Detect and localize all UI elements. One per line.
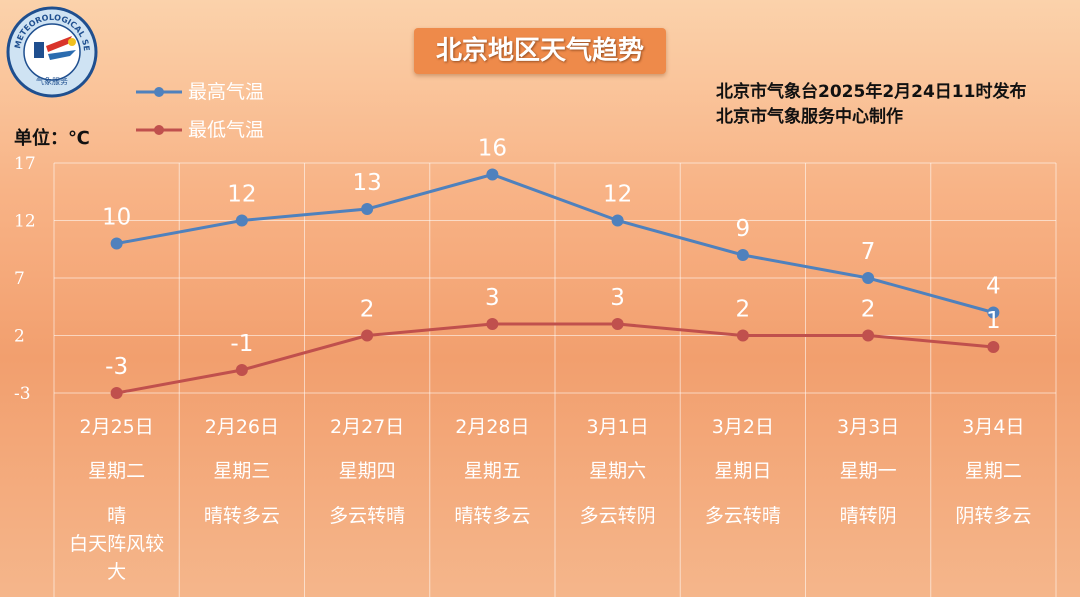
data-label-low: 3 — [610, 285, 625, 311]
legend-low-label: 最低气温 — [188, 119, 265, 141]
chart-grid — [53, 162, 1057, 597]
point-high — [987, 306, 1000, 319]
category-weekday: 星期三 — [213, 460, 270, 482]
category-weekday: 星期一 — [840, 460, 897, 482]
logo-bottom-text: 气象服务 — [36, 76, 68, 86]
point-high — [736, 249, 749, 261]
data-label-low: 2 — [861, 297, 876, 323]
point-high — [862, 272, 875, 284]
data-label-high: 12 — [227, 182, 256, 208]
data-label-high: 16 — [478, 136, 507, 162]
category-weekday: 星期四 — [339, 460, 396, 482]
y-tick-label: 17 — [14, 154, 36, 174]
data-label-high: 4 — [986, 274, 1001, 300]
category-date: 2月27日 — [330, 416, 404, 438]
point-high — [486, 168, 499, 181]
category-date: 3月2日 — [712, 416, 774, 438]
point-low — [987, 341, 1000, 353]
legend-low-marker — [136, 125, 182, 135]
publisher-info: 北京市气象台2025年2月24日11时发布 北京市气象服务中心制作 — [716, 80, 1026, 130]
point-low — [110, 387, 123, 399]
data-label-high: 10 — [102, 205, 131, 231]
category-date: 2月26日 — [205, 416, 279, 438]
category-date: 2月28日 — [455, 416, 529, 438]
data-label-low: 1 — [986, 308, 1001, 334]
y-axis-ticks: 17 12 7 2 -3 — [14, 154, 36, 404]
publisher-line-1: 北京市气象台2025年2月24日11时发布 — [716, 82, 1027, 102]
y-tick-label: 7 — [14, 269, 25, 289]
point-high — [110, 237, 123, 250]
meteorological-service-logo: METEOROLOGICAL SERVICE 气象服务 — [6, 6, 98, 98]
point-high — [611, 214, 624, 227]
category-date: 3月1日 — [587, 416, 649, 438]
y-tick-label: 2 — [14, 327, 25, 347]
data-labels: 10 12 13 16 12 9 7 4 -3 -1 2 3 3 2 2 1 — [102, 136, 1001, 381]
category-weather: 晴转阴 — [840, 505, 897, 527]
category-weather: 多云转晴 — [329, 505, 405, 527]
unit-label: 单位：℃ — [14, 128, 90, 149]
point-high — [361, 203, 374, 215]
point-high — [235, 214, 248, 227]
category-weekday: 星期日 — [714, 460, 771, 482]
data-label-high: 13 — [352, 170, 381, 196]
point-low — [235, 364, 248, 376]
category-weather: 多云转晴 — [705, 505, 781, 527]
point-low — [862, 329, 875, 342]
series-line-low — [116, 322, 994, 395]
data-label-low: -1 — [230, 331, 253, 357]
category-weekday: 星期二 — [965, 460, 1022, 482]
category-weather: 白天阵风较 — [69, 533, 164, 555]
chart-series — [110, 168, 1000, 399]
data-label-low: 3 — [485, 285, 500, 311]
category-weather: 大 — [107, 561, 126, 583]
category-date: 2月25日 — [79, 416, 153, 438]
data-label-high: 7 — [861, 239, 876, 265]
point-low — [486, 318, 499, 330]
y-tick-label: -3 — [14, 384, 31, 404]
category-date: 3月4日 — [962, 416, 1024, 438]
category-weather: 晴转多云 — [204, 505, 280, 527]
category-weekday: 星期六 — [589, 460, 646, 482]
data-label-high: 9 — [736, 216, 751, 242]
category-weather: 晴转多云 — [454, 505, 530, 527]
point-low — [736, 329, 749, 342]
category-weekday: 星期二 — [88, 460, 145, 482]
data-label-low: -3 — [105, 354, 128, 380]
category-weather: 阴转多云 — [955, 505, 1031, 527]
legend-high-marker — [136, 87, 182, 97]
publisher-line-2: 北京市气象服务中心制作 — [716, 107, 903, 127]
category-weekday: 星期五 — [464, 460, 521, 482]
category-weather: 晴 — [107, 505, 126, 527]
point-low — [611, 318, 624, 330]
data-label-high: 12 — [603, 182, 632, 208]
y-tick-label: 12 — [14, 212, 36, 232]
point-low — [361, 329, 374, 342]
category-date: 3月3日 — [837, 416, 899, 438]
series-line-high — [116, 172, 994, 314]
category-weather: 多云转阴 — [580, 505, 656, 527]
data-label-low: 2 — [736, 297, 751, 323]
chart-title: 北京地区天气趋势 — [414, 28, 666, 74]
legend-high-label: 最高气温 — [188, 81, 265, 103]
data-label-low: 2 — [360, 297, 375, 323]
